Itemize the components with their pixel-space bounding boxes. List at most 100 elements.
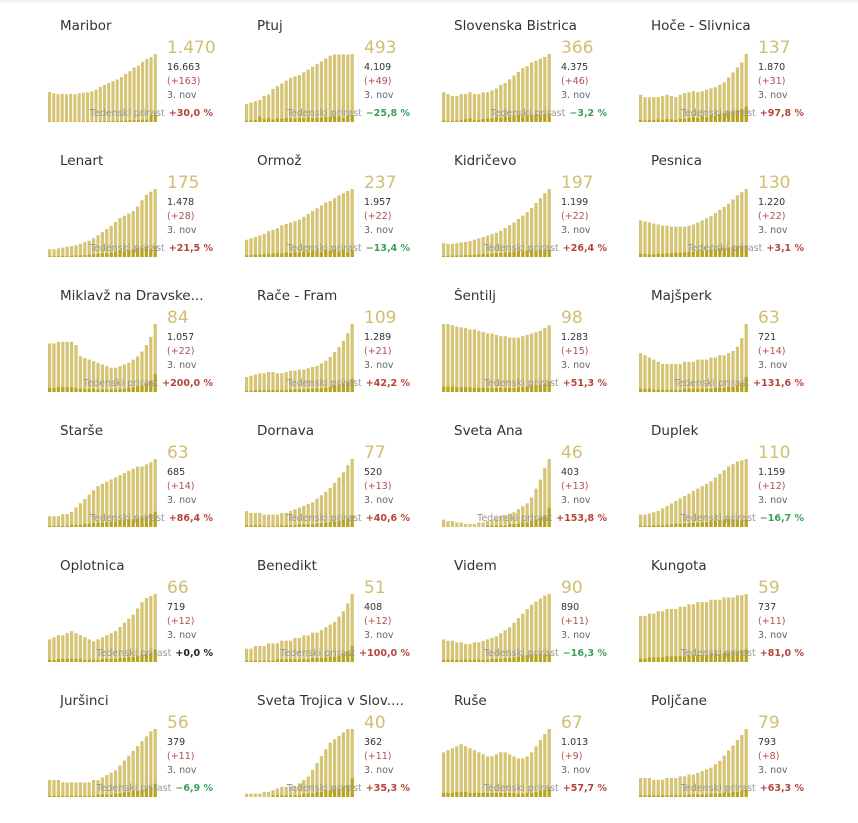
new-cases-bar xyxy=(661,525,664,527)
weekly-growth-label: Tedenski prirast xyxy=(681,648,756,659)
new-cases-bar xyxy=(128,120,131,122)
active-cases-bar xyxy=(57,248,60,257)
new-cases-bar xyxy=(473,388,476,392)
weekly-growth: Tedenski prirast+97,8 % xyxy=(681,108,804,119)
municipality-name: Pesnica xyxy=(651,153,836,169)
active-cases-bar xyxy=(652,512,655,527)
active-cases-bar xyxy=(258,235,261,257)
active-cases-bar xyxy=(69,94,72,122)
active-cases-value: 46 xyxy=(561,443,583,463)
total-cases-value: 1.957 xyxy=(364,197,391,208)
active-cases-bar xyxy=(674,97,677,122)
total-cases-value: 4.375 xyxy=(561,62,588,73)
active-cases-bar xyxy=(263,646,266,662)
active-cases-bar xyxy=(446,521,449,527)
new-cases-bar xyxy=(643,795,646,797)
weekly-growth-value: +97,8 % xyxy=(760,108,804,119)
new-cases-bar xyxy=(137,120,140,122)
new-cases-bar xyxy=(276,659,279,662)
weekly-growth: Tedenski prirast+131,6 % xyxy=(674,378,804,389)
active-cases-bar xyxy=(271,643,274,662)
new-cases-bar xyxy=(482,119,485,122)
active-cases-bar xyxy=(258,513,261,527)
weekly-growth: Tedenski prirast−13,4 % xyxy=(287,243,410,254)
daily-increase-value: (+12) xyxy=(758,481,785,492)
active-cases-bar xyxy=(280,225,283,257)
new-cases-bar xyxy=(96,390,99,392)
active-cases-bar xyxy=(280,373,283,392)
weekly-growth: Tedenski prirast+42,2 % xyxy=(287,378,410,389)
total-cases-value: 362 xyxy=(364,737,382,748)
active-cases-bar xyxy=(249,238,252,257)
municipality-name: Benedikt xyxy=(257,558,442,574)
new-cases-bar xyxy=(52,526,55,527)
new-cases-bar xyxy=(442,256,445,257)
new-cases-bar xyxy=(718,794,721,797)
new-cases-bar xyxy=(679,390,682,392)
new-cases-bar xyxy=(271,390,274,392)
active-cases-bar xyxy=(468,644,471,662)
active-cases-bar xyxy=(276,643,279,662)
weekly-growth-value: +21,5 % xyxy=(169,243,213,254)
new-cases-bar xyxy=(311,524,314,527)
weekly-growth-label: Tedenski prirast xyxy=(90,108,165,119)
new-cases-bar xyxy=(460,387,463,392)
active-cases-value: 237 xyxy=(364,173,396,193)
new-cases-bar xyxy=(657,254,660,257)
new-cases-bar xyxy=(639,526,642,527)
active-cases-bar xyxy=(665,609,668,662)
new-cases-bar xyxy=(263,661,266,662)
total-cases-value: 890 xyxy=(561,602,579,613)
active-cases-bar xyxy=(643,515,646,527)
active-cases-bar xyxy=(52,516,55,527)
new-cases-bar xyxy=(289,795,292,797)
active-cases-bar xyxy=(254,794,257,797)
new-cases-bar xyxy=(639,389,642,392)
active-cases-bar xyxy=(263,792,266,797)
active-cases-bar xyxy=(648,357,651,392)
weekly-growth-value: +131,6 % xyxy=(753,378,804,389)
weekly-growth-label: Tedenski prirast xyxy=(96,783,171,794)
new-cases-bar xyxy=(52,660,55,662)
weekly-growth-label: Tedenski prirast xyxy=(687,243,762,254)
total-cases-value: 737 xyxy=(758,602,776,613)
new-cases-bar xyxy=(267,390,270,392)
new-cases-bar xyxy=(451,660,454,662)
active-cases-bar xyxy=(70,631,73,662)
active-cases-bar xyxy=(52,249,55,257)
active-cases-bar xyxy=(52,343,55,392)
active-cases-bar xyxy=(83,242,86,257)
active-cases-value: 366 xyxy=(561,38,593,58)
active-cases-bar xyxy=(665,226,668,257)
weekly-growth-value: +30,0 % xyxy=(169,108,213,119)
new-cases-bar xyxy=(83,524,86,527)
active-cases-bar xyxy=(643,355,646,392)
active-cases-bar xyxy=(70,246,73,257)
new-cases-bar xyxy=(79,389,82,392)
new-cases-bar xyxy=(657,525,660,527)
